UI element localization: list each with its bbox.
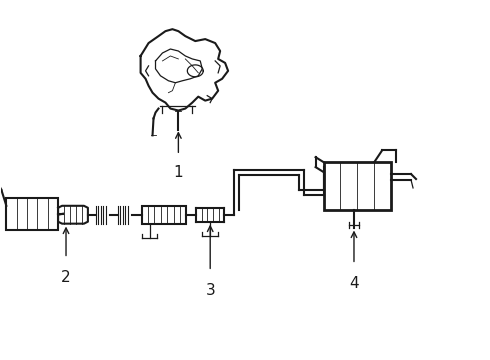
Text: 2: 2 — [61, 270, 71, 285]
Text: 1: 1 — [173, 165, 183, 180]
Text: 3: 3 — [205, 283, 215, 298]
Text: 4: 4 — [349, 276, 359, 291]
